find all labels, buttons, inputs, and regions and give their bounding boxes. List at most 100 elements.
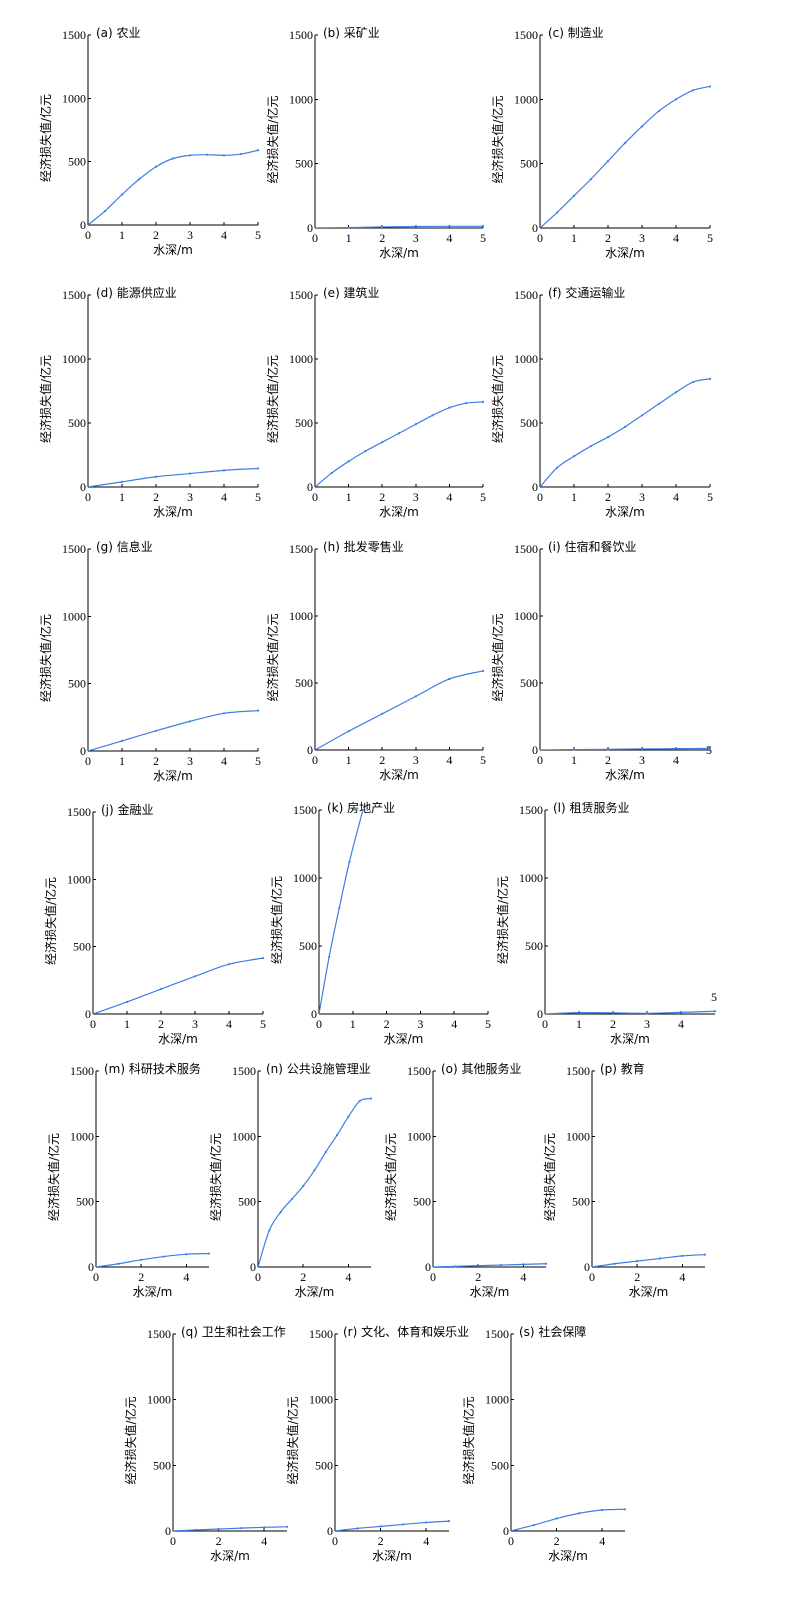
y-tick-label: 0 (165, 1524, 171, 1538)
y-axis-label: 经济损失值/亿元 (542, 1133, 557, 1221)
data-point (381, 712, 384, 715)
x-tick-label: 5 (480, 753, 486, 767)
data-point (347, 226, 350, 229)
x-tick-label: 0 (332, 1534, 338, 1548)
data-point (674, 747, 678, 750)
x-tick-label: 0 (312, 753, 318, 767)
y-axis-label: 经济损失值/亿元 (38, 94, 53, 182)
y-tick-label: 1000 (519, 871, 543, 885)
x-tick-label: 0 (537, 753, 543, 767)
y-tick-label: 0 (88, 1260, 94, 1274)
data-point (454, 1265, 457, 1268)
data-point (679, 1011, 683, 1014)
series-line (88, 710, 259, 751)
data-point (703, 1253, 707, 1256)
series-line (93, 957, 264, 1014)
y-tick-label: 1000 (289, 609, 313, 623)
x-tick-label: 5 (255, 228, 261, 242)
panel-title: (a) 农业 (96, 26, 141, 40)
y-tick-label: 500 (315, 1458, 333, 1472)
y-tick-label: 500 (76, 1195, 94, 1209)
x-tick-label: 2 (605, 231, 611, 245)
y-tick-label: 500 (295, 416, 313, 430)
x-tick-label: 3 (413, 231, 419, 245)
series-line (173, 1526, 288, 1531)
x-axis-label: 水深/m (610, 1032, 650, 1046)
y-tick-label: 1500 (514, 28, 538, 42)
data-point (256, 709, 260, 712)
data-point (465, 402, 468, 405)
series-line (545, 1010, 716, 1014)
data-point (674, 391, 678, 394)
data-point (227, 963, 231, 966)
data-point (120, 193, 124, 196)
data-point (708, 85, 712, 88)
x-tick-label: 1 (571, 753, 577, 767)
x-tick-label: 4 (183, 1270, 189, 1284)
data-point (263, 1526, 266, 1529)
y-tick-label: 1500 (70, 1064, 94, 1078)
y-tick-label: 1500 (289, 542, 313, 556)
y-tick-label: 1500 (309, 1327, 333, 1341)
data-point (279, 1211, 282, 1214)
x-tick-label: 4 (446, 490, 452, 504)
data-point (336, 1133, 339, 1137)
x-tick-label: 4 (673, 753, 679, 767)
series-line (88, 149, 259, 225)
data-point (578, 1512, 581, 1515)
x-tick-label: 0 (508, 1534, 514, 1548)
y-tick-label: 1000 (514, 352, 538, 366)
y-tick-label: 500 (520, 157, 538, 171)
x-tick-label: 5 (480, 490, 486, 504)
y-tick-label: 1000 (67, 872, 91, 886)
y-tick-label: 1500 (293, 803, 317, 817)
y-axis-label: 经济损失值/亿元 (38, 614, 53, 702)
series-line (315, 225, 484, 228)
x-tick-label: 2 (153, 754, 159, 768)
x-axis-label: 水深/m (153, 243, 193, 257)
x-tick-label: 4 (599, 1534, 605, 1548)
y-axis-label: 经济损失值/亿元 (38, 355, 53, 443)
y-tick-label: 1000 (289, 352, 313, 366)
y-tick-label: 0 (327, 1524, 333, 1538)
y-axis-label: 经济损失值/亿元 (383, 1133, 398, 1221)
data-point (613, 1262, 616, 1265)
data-point (347, 730, 350, 733)
x-tick-label: 4 (221, 228, 227, 242)
y-tick-label: 1000 (232, 1129, 256, 1143)
data-point (414, 695, 417, 698)
data-point (188, 720, 192, 723)
data-point (194, 1528, 197, 1532)
y-axis-label: 经济损失值/亿元 (265, 95, 280, 183)
panel-title: (l) 租赁服务业 (553, 800, 630, 815)
series-line (319, 809, 364, 1014)
data-point (589, 178, 593, 181)
x-axis-label: 水深/m (133, 1285, 173, 1299)
x-tick-label: 3 (187, 228, 193, 242)
data-point (606, 159, 610, 163)
data-point (691, 89, 695, 92)
x-tick-label-end: 5 (706, 743, 712, 757)
series-line (258, 1097, 372, 1267)
x-tick-label: 3 (639, 753, 645, 767)
y-tick-label: 1500 (232, 1064, 256, 1078)
data-point (347, 1115, 350, 1118)
data-point (162, 1255, 165, 1258)
data-point (572, 194, 576, 197)
data-point (414, 423, 417, 426)
data-point (324, 1150, 327, 1154)
panel-title: (m) 科研技术服务 (104, 1061, 201, 1076)
x-tick-label: 1 (576, 1017, 582, 1031)
x-tick-label: 4 (673, 490, 679, 504)
y-axis-label: 经济损失值/亿元 (269, 876, 284, 964)
y-tick-label: 0 (532, 480, 538, 494)
data-point (601, 1508, 604, 1512)
data-point (369, 1097, 373, 1100)
data-point (358, 1099, 361, 1103)
x-tick-label: 2 (605, 490, 611, 504)
x-tick-label: 0 (255, 1270, 261, 1284)
